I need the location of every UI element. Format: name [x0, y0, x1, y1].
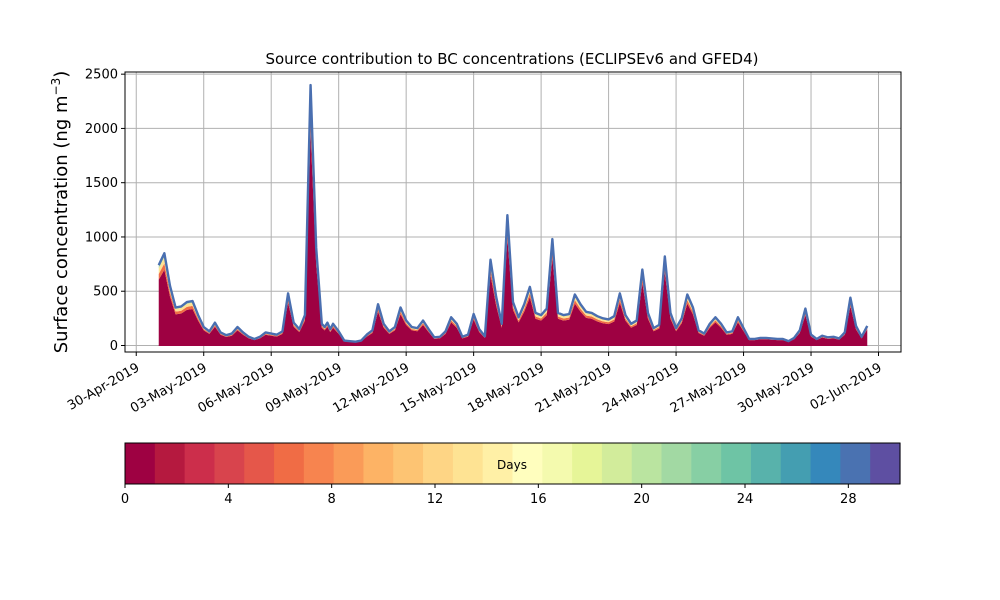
colorbar-tick-label: 28 — [840, 492, 857, 507]
colorbar-label: Days — [497, 458, 527, 472]
y-tick-label: 1000 — [85, 230, 118, 245]
chart-title: Source contribution to BC concentrations… — [265, 50, 758, 68]
y-axis-label-exponent: −3 — [49, 78, 63, 96]
y-axis-label-close: ) — [51, 71, 72, 78]
colorbar-swatch — [810, 443, 841, 484]
colorbar-swatch — [572, 443, 603, 484]
colorbar-tick-label: 20 — [633, 492, 650, 507]
colorbar-tick-label: 16 — [530, 492, 547, 507]
colorbar — [125, 443, 901, 484]
colorbar-swatch — [393, 443, 424, 484]
colorbar-tick-label: 4 — [224, 492, 232, 507]
x-axis-ticks: 30-Apr-201903-May-201906-May-201909-May-… — [65, 352, 885, 416]
y-axis-label-text: Surface concentration (ng m — [51, 95, 72, 353]
colorbar-swatch — [601, 443, 633, 484]
colorbar-swatch — [333, 443, 365, 484]
colorbar-swatch — [423, 443, 454, 484]
y-tick-label: 500 — [93, 285, 118, 300]
x-tick-label: 02-Jun-2019 — [808, 360, 885, 413]
colorbar-swatch — [274, 443, 305, 484]
series-area-day-5 — [158, 113, 868, 343]
colorbar-swatch — [542, 443, 573, 484]
colorbar-swatch — [721, 443, 752, 484]
grid-lines — [125, 72, 901, 352]
colorbar-swatch — [125, 443, 156, 484]
x-tick-label: 30-May-2019 — [735, 360, 817, 416]
colorbar-tick-label: 0 — [121, 492, 129, 507]
y-tick-label: 2000 — [85, 122, 118, 137]
colorbar-tick-label: 12 — [427, 492, 444, 507]
series-area-day-0 — [158, 131, 868, 346]
stacked-area-series — [157, 83, 869, 346]
colorbar-ticks: 0 4 8 12 16 20 24 28 — [121, 484, 857, 507]
colorbar-swatch — [244, 443, 275, 484]
colorbar-swatch — [750, 443, 782, 484]
y-tick-label: 1500 — [85, 176, 118, 191]
colorbar-swatch — [482, 443, 514, 484]
colorbar-swatch — [661, 443, 692, 484]
colorbar-swatch — [780, 443, 812, 484]
plot-frame — [124, 71, 902, 353]
series-total-line — [157, 83, 869, 343]
y-tick-label: 2500 — [85, 68, 118, 83]
colorbar-swatch — [840, 443, 871, 484]
colorbar-swatch — [870, 443, 901, 484]
y-axis-ticks: 0 500 1000 1500 2000 2500 — [85, 68, 125, 354]
colorbar-tick-label: 8 — [328, 492, 336, 507]
colorbar-swatch — [303, 443, 335, 484]
colorbar-swatch — [184, 443, 216, 484]
colorbar-swatch — [452, 443, 484, 484]
colorbar-swatch — [154, 443, 186, 484]
colorbar-swatch — [631, 443, 663, 484]
y-axis-label: Surface concentration (ng m−3) — [49, 71, 72, 354]
colorbar-frame — [124, 442, 901, 485]
colorbar-swatch — [214, 443, 245, 484]
colorbar-tick-label: 24 — [737, 492, 754, 507]
colorbar-swatch — [691, 443, 722, 484]
colorbar-swatch — [363, 443, 394, 484]
colorbar-swatch — [512, 443, 543, 484]
y-tick-label: 0 — [110, 339, 118, 354]
